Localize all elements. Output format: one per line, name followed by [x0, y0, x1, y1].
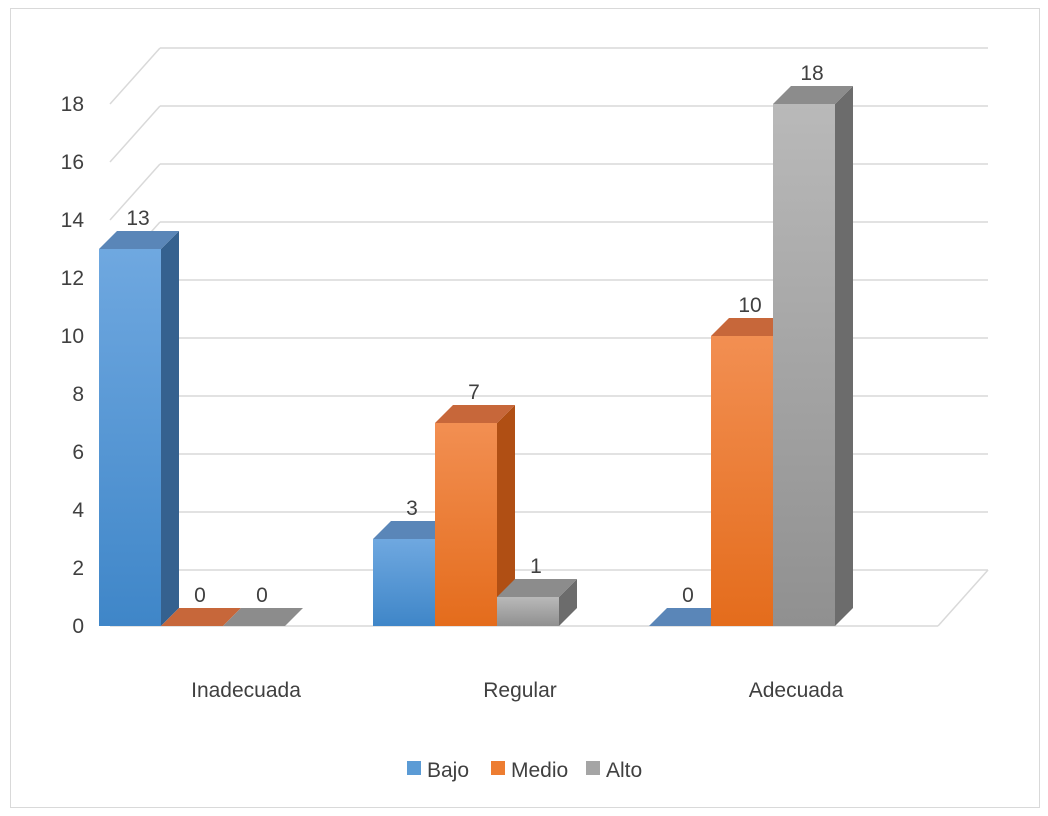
chart-area: [10, 8, 1040, 808]
data-label: 1: [530, 555, 542, 578]
gridline-diagonal: [109, 163, 161, 221]
bar: [773, 86, 853, 626]
gridline-diagonal: [109, 47, 161, 105]
x-category-label: Regular: [483, 679, 557, 702]
bar: [435, 405, 515, 626]
bar-front: [435, 423, 497, 626]
y-tick-label: 6: [72, 441, 84, 464]
data-label: 10: [738, 294, 761, 317]
bar-top: [773, 86, 853, 104]
data-label: 0: [256, 584, 268, 607]
bar-top: [373, 521, 453, 539]
bar-front: [99, 249, 161, 626]
data-label: 0: [682, 584, 694, 607]
legend-item: Alto: [586, 759, 642, 782]
bars: [99, 86, 853, 626]
gridlines: [109, 47, 989, 627]
gridline-diagonal: [109, 105, 161, 163]
y-tick-label: 10: [61, 325, 84, 348]
x-category-label: Inadecuada: [191, 679, 301, 702]
bar-top: [711, 318, 791, 336]
y-tick-label: 0: [72, 615, 84, 638]
bar-side: [497, 405, 515, 626]
y-tick-label: 2: [72, 557, 84, 580]
data-label: 13: [126, 207, 149, 230]
bar-side: [835, 86, 853, 626]
bar-top: [497, 579, 577, 597]
legend: Bajo Medio Alto: [407, 759, 642, 782]
y-tick-label: 12: [61, 267, 84, 290]
legend-swatch: [491, 761, 505, 775]
y-tick-label: 18: [61, 93, 84, 116]
data-label: 18: [800, 62, 823, 85]
bar-top: [223, 608, 303, 626]
legend-item: Medio: [491, 759, 568, 782]
floor-right: [937, 569, 989, 627]
bar: [649, 608, 729, 626]
y-tick-label: 16: [61, 151, 84, 174]
bar-top: [99, 231, 179, 249]
y-tick-label: 14: [61, 209, 85, 232]
y-tick-label: 8: [72, 383, 84, 406]
bar-front: [711, 336, 773, 626]
bar: [99, 231, 179, 626]
bar: [161, 608, 241, 626]
bar: [223, 608, 303, 626]
bar-side: [161, 231, 179, 626]
legend-swatch: [586, 761, 600, 775]
legend-label: Bajo: [427, 759, 469, 782]
legend-label: Medio: [511, 759, 568, 782]
bar-front: [773, 104, 835, 626]
bar-front: [373, 539, 435, 626]
bar-top: [649, 608, 729, 626]
x-axis-categories: Inadecuada Regular Adecuada: [191, 679, 843, 702]
legend-swatch: [407, 761, 421, 775]
x-category-label: Adecuada: [749, 679, 844, 702]
data-label: 7: [468, 381, 480, 404]
bar-side: [559, 579, 577, 626]
bar-top: [161, 608, 241, 626]
data-label: 3: [406, 497, 418, 520]
bar: [497, 579, 577, 626]
y-tick-label: 4: [72, 499, 84, 522]
bar-front: [497, 597, 559, 626]
legend-label: Alto: [606, 759, 642, 782]
bar-top: [435, 405, 515, 423]
legend-item: Bajo: [407, 759, 469, 782]
y-axis-ticks: 0 2 4 6 8 10 12 14 16 18: [61, 93, 85, 638]
data-label: 0: [194, 584, 206, 607]
